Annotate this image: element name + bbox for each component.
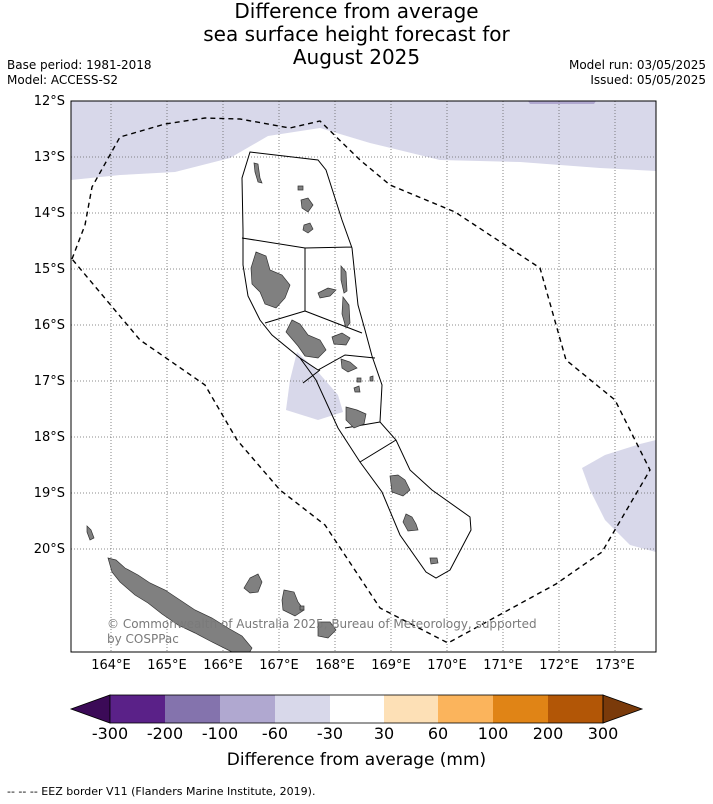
lon-label-169e: 169°E xyxy=(371,658,411,673)
island-gaua xyxy=(300,197,314,213)
lon-label-172e: 172°E xyxy=(539,658,579,673)
lon-label-164e: 164°E xyxy=(91,658,131,673)
map-frame xyxy=(70,100,657,653)
island-malakula xyxy=(285,319,327,359)
colorbar-tick-minus-200: -200 xyxy=(146,724,184,743)
colorbar xyxy=(69,694,644,724)
anomaly-region-east xyxy=(582,440,656,552)
lat-label-20s: 20°S xyxy=(33,542,65,557)
lon-label-170e: 170°E xyxy=(427,658,467,673)
lon-label-171e: 171°E xyxy=(483,658,523,673)
lat-label-15s: 15°S xyxy=(33,262,65,277)
island-vanua-lava xyxy=(297,185,304,191)
colorbar-tick-minus-100: -100 xyxy=(201,724,239,743)
province-boundaries xyxy=(241,151,472,579)
copyright-notice: © Commonwealth of Australia 2025, Bureau… xyxy=(107,617,537,646)
lon-label-173e: 173°E xyxy=(595,658,635,673)
lon-label-165e: 165°E xyxy=(147,658,187,673)
colorbar-bin-5 xyxy=(330,695,384,723)
ocean-background xyxy=(71,101,656,652)
colorbar-bin-7 xyxy=(438,695,493,723)
island-ambrym xyxy=(331,332,351,346)
lat-label-14s: 14°S xyxy=(33,206,65,221)
colorbar-tick-300: 300 xyxy=(587,724,619,743)
island-erromango xyxy=(389,474,411,497)
lat-label-17s: 17°S xyxy=(33,374,65,389)
anomaly-region-north-dark xyxy=(528,101,596,104)
anomaly-region-north xyxy=(71,101,656,180)
vanuatu-islands xyxy=(250,162,439,565)
island-mare xyxy=(317,621,337,639)
colorbar-tick-200: 200 xyxy=(532,724,564,743)
lon-label-166e: 166°E xyxy=(203,658,243,673)
colorbar-tick-minus-30: -30 xyxy=(316,724,344,743)
colorbar-tick-minus-60: -60 xyxy=(261,724,289,743)
island-ambae xyxy=(317,287,337,299)
lat-label-12s: 12°S xyxy=(33,94,65,109)
colorbar-tick-minus-300: -300 xyxy=(91,724,129,743)
colorbar-tick-100: 100 xyxy=(477,724,509,743)
island-belep xyxy=(86,525,95,541)
lat-label-13s: 13°S xyxy=(33,150,65,165)
colorbar-tick-30: 30 xyxy=(373,724,395,743)
title-line-2: sea surface height forecast for xyxy=(203,22,510,46)
island-espiritu-santo xyxy=(250,251,291,309)
colorbar-label: Difference from average (mm) xyxy=(226,750,487,770)
colorbar-bin-9 xyxy=(548,695,603,723)
island-small-1 xyxy=(353,385,361,393)
title-line-3: August 2025 xyxy=(292,45,421,69)
island-grande-terre xyxy=(107,557,253,652)
island-efate xyxy=(345,406,367,429)
island-tiga xyxy=(299,605,305,611)
info-right: Model run: 03/05/2025 Issued: 05/05/2025 xyxy=(569,58,706,88)
issued-date: Issued: 05/05/2025 xyxy=(590,73,706,87)
colorbar-bin-1 xyxy=(110,695,165,723)
colorbar-extend-low xyxy=(69,694,111,724)
island-maewo xyxy=(340,265,348,294)
title-line-1: Difference from average xyxy=(234,0,479,23)
island-ouvea xyxy=(243,573,263,594)
anomaly-region-central xyxy=(286,352,343,420)
colorbar-bin-6 xyxy=(384,695,438,723)
model-name: Model: ACCESS-S2 xyxy=(7,73,119,87)
island-small-2 xyxy=(369,375,374,382)
colorbar-bin-4 xyxy=(275,695,330,723)
model-run: Model run: 03/05/2025 xyxy=(568,58,706,72)
island-lifou xyxy=(281,589,305,617)
map-content xyxy=(71,101,656,652)
eez-border xyxy=(71,117,651,644)
colorbar-bin-8 xyxy=(493,695,548,723)
base-period: Base period: 1981-2018 xyxy=(7,58,152,72)
island-epi xyxy=(340,358,358,373)
island-small-3 xyxy=(356,377,362,383)
island-torres xyxy=(253,162,263,184)
lat-label-18s: 18°S xyxy=(33,430,65,445)
colorbar-bin-3 xyxy=(220,695,275,723)
island-merelava xyxy=(302,222,314,234)
island-anatom xyxy=(429,557,439,565)
colorbar-extend-high xyxy=(602,694,644,724)
info-left: Base period: 1981-2018 Model: ACCESS-S2 xyxy=(7,58,152,88)
eez-legend-note: -- -- -- EEZ border V11 (Flanders Marine… xyxy=(7,785,316,798)
map-panel xyxy=(70,100,657,653)
island-tanna xyxy=(402,513,419,532)
colorbar-outline xyxy=(109,694,604,724)
lon-label-168e: 168°E xyxy=(315,658,355,673)
chart-title: Difference from average sea surface heig… xyxy=(0,0,713,69)
colorbar-bin-2 xyxy=(165,695,220,723)
lon-label-167e: 167°E xyxy=(259,658,299,673)
lat-label-19s: 19°S xyxy=(33,486,65,501)
lat-label-16s: 16°S xyxy=(33,318,65,333)
new-caledonia xyxy=(86,525,337,652)
island-pentecost xyxy=(341,296,351,329)
colorbar-tick-60: 60 xyxy=(427,724,449,743)
